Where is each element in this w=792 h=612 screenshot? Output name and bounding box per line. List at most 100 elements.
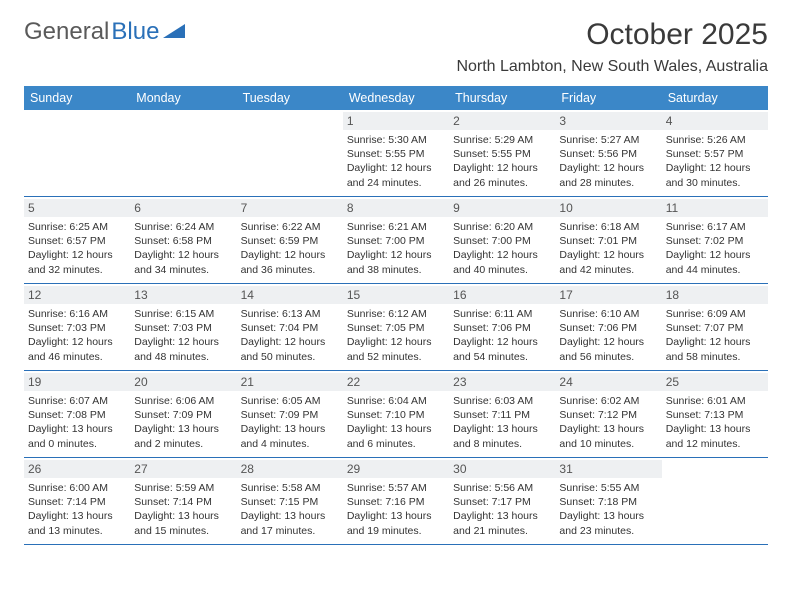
calendar-day: . bbox=[662, 458, 768, 544]
sunrise-text: Sunrise: 6:07 AM bbox=[28, 394, 126, 408]
sunset-text: Sunset: 7:00 PM bbox=[347, 234, 445, 248]
sunrise-text: Sunrise: 6:11 AM bbox=[453, 307, 551, 321]
calendar-day: 8Sunrise: 6:21 AMSunset: 7:00 PMDaylight… bbox=[343, 197, 449, 283]
day-details: Sunrise: 6:22 AMSunset: 6:59 PMDaylight:… bbox=[241, 220, 339, 277]
sunset-text: Sunset: 7:09 PM bbox=[134, 408, 232, 422]
day-number: 15 bbox=[347, 288, 445, 302]
calendar-day: 5Sunrise: 6:25 AMSunset: 6:57 PMDaylight… bbox=[24, 197, 130, 283]
calendar-week: 19Sunrise: 6:07 AMSunset: 7:08 PMDayligh… bbox=[24, 371, 768, 458]
daylight-text: Daylight: 13 hours and 13 minutes. bbox=[28, 509, 126, 537]
sunrise-text: Sunrise: 5:29 AM bbox=[453, 133, 551, 147]
sunrise-text: Sunrise: 5:55 AM bbox=[559, 481, 657, 495]
daylight-text: Daylight: 12 hours and 42 minutes. bbox=[559, 248, 657, 276]
day-number-bar: 30 bbox=[449, 460, 555, 478]
day-number-bar: 13 bbox=[130, 286, 236, 304]
day-number: 27 bbox=[134, 462, 232, 476]
daylight-text: Daylight: 12 hours and 24 minutes. bbox=[347, 161, 445, 189]
day-number-bar: 3 bbox=[555, 112, 661, 130]
daylight-text: Daylight: 13 hours and 12 minutes. bbox=[666, 422, 764, 450]
sunrise-text: Sunrise: 6:06 AM bbox=[134, 394, 232, 408]
sunset-text: Sunset: 5:55 PM bbox=[347, 147, 445, 161]
sunset-text: Sunset: 7:03 PM bbox=[134, 321, 232, 335]
weekday-saturday: Saturday bbox=[662, 86, 768, 110]
sunrise-text: Sunrise: 6:15 AM bbox=[134, 307, 232, 321]
day-number-bar: 6 bbox=[130, 199, 236, 217]
calendar-day: 10Sunrise: 6:18 AMSunset: 7:01 PMDayligh… bbox=[555, 197, 661, 283]
weekday-thursday: Thursday bbox=[449, 86, 555, 110]
logo: GeneralBlue bbox=[24, 18, 185, 46]
sunset-text: Sunset: 7:00 PM bbox=[453, 234, 551, 248]
sunrise-text: Sunrise: 6:09 AM bbox=[666, 307, 764, 321]
calendar-day: 21Sunrise: 6:05 AMSunset: 7:09 PMDayligh… bbox=[237, 371, 343, 457]
day-number-bar: 31 bbox=[555, 460, 661, 478]
day-details: Sunrise: 5:27 AMSunset: 5:56 PMDaylight:… bbox=[559, 133, 657, 190]
weekday-wednesday: Wednesday bbox=[343, 86, 449, 110]
day-number-bar: 2 bbox=[449, 112, 555, 130]
day-number-bar: 8 bbox=[343, 199, 449, 217]
day-number-bar: 12 bbox=[24, 286, 130, 304]
calendar-day: 31Sunrise: 5:55 AMSunset: 7:18 PMDayligh… bbox=[555, 458, 661, 544]
sunrise-text: Sunrise: 6:02 AM bbox=[559, 394, 657, 408]
daylight-text: Daylight: 12 hours and 32 minutes. bbox=[28, 248, 126, 276]
sunset-text: Sunset: 7:13 PM bbox=[666, 408, 764, 422]
daylight-text: Daylight: 12 hours and 44 minutes. bbox=[666, 248, 764, 276]
calendar-day: 14Sunrise: 6:13 AMSunset: 7:04 PMDayligh… bbox=[237, 284, 343, 370]
calendar-week: 5Sunrise: 6:25 AMSunset: 6:57 PMDaylight… bbox=[24, 197, 768, 284]
day-number: 25 bbox=[666, 375, 764, 389]
sunset-text: Sunset: 7:07 PM bbox=[666, 321, 764, 335]
daylight-text: Daylight: 12 hours and 58 minutes. bbox=[666, 335, 764, 363]
day-number-bar: 14 bbox=[237, 286, 343, 304]
sunset-text: Sunset: 7:05 PM bbox=[347, 321, 445, 335]
daylight-text: Daylight: 12 hours and 38 minutes. bbox=[347, 248, 445, 276]
daylight-text: Daylight: 12 hours and 30 minutes. bbox=[666, 161, 764, 189]
daylight-text: Daylight: 12 hours and 28 minutes. bbox=[559, 161, 657, 189]
day-number: 8 bbox=[347, 201, 445, 215]
sunrise-text: Sunrise: 6:05 AM bbox=[241, 394, 339, 408]
day-number: 4 bbox=[666, 114, 764, 128]
sunset-text: Sunset: 7:16 PM bbox=[347, 495, 445, 509]
sunset-text: Sunset: 7:03 PM bbox=[28, 321, 126, 335]
day-number: 1 bbox=[347, 114, 445, 128]
calendar-day: 18 Sunrise: 6:09 AMSunset: 7:07 PMDayligh… bbox=[662, 284, 768, 370]
calendar-day: 15Sunrise: 6:12 AMSunset: 7:05 PMDayligh… bbox=[343, 284, 449, 370]
day-details: Sunrise: 6:06 AMSunset: 7:09 PMDaylight:… bbox=[134, 394, 232, 451]
day-number: 21 bbox=[241, 375, 339, 389]
title-block: October 2025 North Lambton, New South Wa… bbox=[456, 18, 768, 76]
day-number: 9 bbox=[453, 201, 551, 215]
month-title: October 2025 bbox=[456, 18, 768, 52]
sunrise-text: Sunrise: 6:18 AM bbox=[559, 220, 657, 234]
sunrise-text: Sunrise: 6:22 AM bbox=[241, 220, 339, 234]
calendar: Sunday Monday Tuesday Wednesday Thursday… bbox=[24, 86, 768, 545]
daylight-text: Daylight: 13 hours and 2 minutes. bbox=[134, 422, 232, 450]
day-number: 22 bbox=[347, 375, 445, 389]
sunrise-text: Sunrise: 5:27 AM bbox=[559, 133, 657, 147]
sunset-text: Sunset: 7:02 PM bbox=[666, 234, 764, 248]
calendar-week: ...1Sunrise: 5:30 AMSunset: 5:55 PMDayli… bbox=[24, 110, 768, 197]
sunset-text: Sunset: 7:12 PM bbox=[559, 408, 657, 422]
sunrise-text: Sunrise: 5:57 AM bbox=[347, 481, 445, 495]
sunset-text: Sunset: 7:10 PM bbox=[347, 408, 445, 422]
day-details: Sunrise: 5:57 AMSunset: 7:16 PMDaylight:… bbox=[347, 481, 445, 538]
calendar-day: 12Sunrise: 6:16 AMSunset: 7:03 PMDayligh… bbox=[24, 284, 130, 370]
daylight-text: Daylight: 12 hours and 50 minutes. bbox=[241, 335, 339, 363]
day-details: Sunrise: 6:10 AMSunset: 7:06 PMDaylight:… bbox=[559, 307, 657, 364]
day-details: Sunrise: 6:00 AMSunset: 7:14 PMDaylight:… bbox=[28, 481, 126, 538]
sunset-text: Sunset: 7:14 PM bbox=[28, 495, 126, 509]
calendar-weeks: ...1Sunrise: 5:30 AMSunset: 5:55 PMDayli… bbox=[24, 110, 768, 545]
daylight-text: Daylight: 12 hours and 56 minutes. bbox=[559, 335, 657, 363]
calendar-day: 2Sunrise: 5:29 AMSunset: 5:55 PMDaylight… bbox=[449, 110, 555, 196]
day-number: 6 bbox=[134, 201, 232, 215]
calendar-day: 23Sunrise: 6:03 AMSunset: 7:11 PMDayligh… bbox=[449, 371, 555, 457]
day-number-bar: . bbox=[662, 460, 768, 478]
day-number-bar: 18 bbox=[662, 286, 768, 304]
sunset-text: Sunset: 7:09 PM bbox=[241, 408, 339, 422]
day-number-bar: 21 bbox=[237, 373, 343, 391]
day-number: 17 bbox=[559, 288, 657, 302]
day-details: Sunrise: 6:18 AMSunset: 7:01 PMDaylight:… bbox=[559, 220, 657, 277]
sunset-text: Sunset: 7:06 PM bbox=[453, 321, 551, 335]
calendar-day: 6Sunrise: 6:24 AMSunset: 6:58 PMDaylight… bbox=[130, 197, 236, 283]
daylight-text: Daylight: 12 hours and 34 minutes. bbox=[134, 248, 232, 276]
sunset-text: Sunset: 7:14 PM bbox=[134, 495, 232, 509]
day-number-bar: 25 bbox=[662, 373, 768, 391]
day-number-bar: . bbox=[130, 112, 236, 130]
